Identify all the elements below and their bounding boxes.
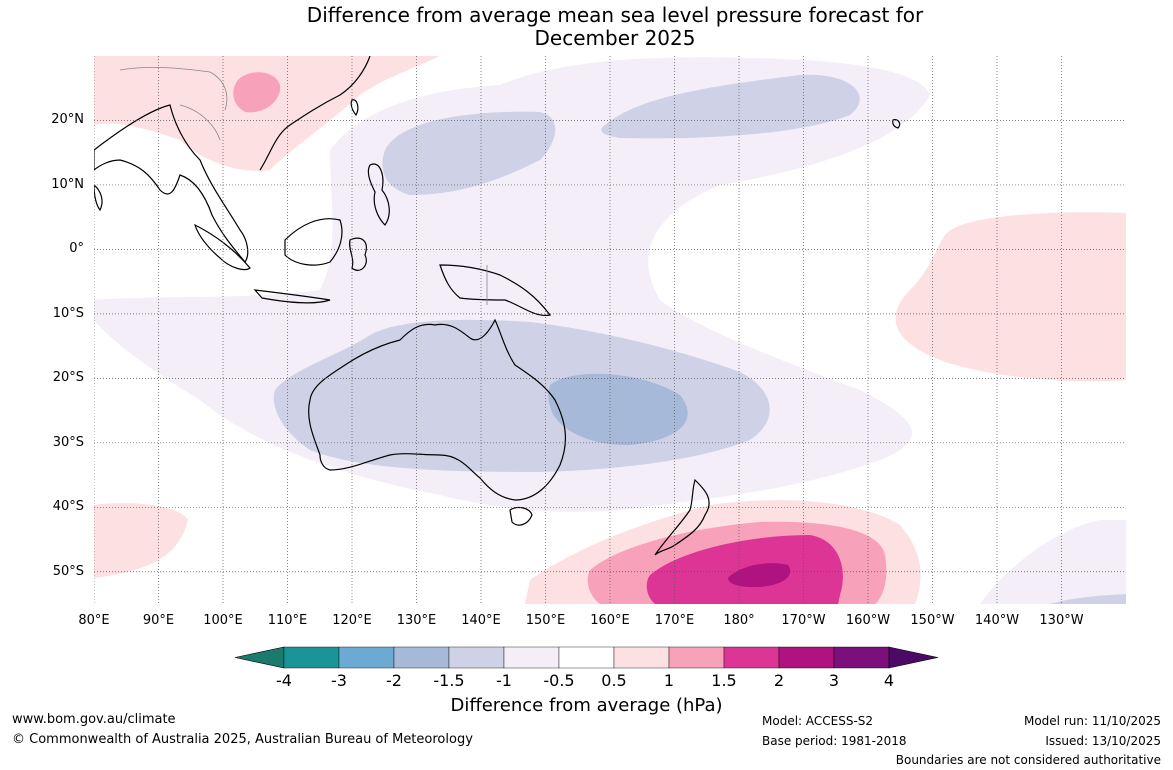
borneo-coast (284, 218, 343, 266)
sulawesi-coast (349, 237, 367, 271)
title-line-1: Difference from average mean sea level p… (306, 3, 924, 27)
lat-label: 20°S (52, 370, 84, 386)
anomaly-region-pos-max (728, 563, 791, 588)
colorbar-tick-label: 1 (663, 671, 675, 690)
asia-mainland-coast (94, 56, 371, 263)
footer-copyright: © Commonwealth of Australia 2025, Austra… (12, 732, 473, 747)
lon-label: 180° (723, 613, 755, 628)
colorbar-tick-label: -4 (276, 671, 292, 690)
anomaly-region-neg-light-se (980, 520, 1126, 604)
lon-label: 130°E (396, 613, 437, 628)
title-line-2: December 2025 (534, 26, 696, 50)
colorbar-tick-label: -1.5 (433, 671, 465, 690)
lon-label: 100°E (203, 613, 243, 628)
lat-label: 40°S (52, 499, 84, 515)
colorbar-label: Difference from average (hPa) (450, 695, 723, 716)
footer-issued: Issued: 13/10/2025 (1045, 734, 1161, 748)
lat-label: 30°S (52, 434, 84, 450)
coastlines (94, 56, 901, 556)
graticule (94, 56, 1126, 604)
map-plot-area (94, 56, 1126, 604)
footer-disclaimer: Boundaries are not considered authoritat… (895, 753, 1161, 767)
footer-model-run: Model run: 11/10/2025 (1023, 714, 1161, 728)
anomaly-region-neg-mid-north (382, 111, 556, 195)
lat-label: 0° (69, 241, 84, 257)
anomaly-region-pos-light-west (94, 503, 188, 578)
lon-label: 160°W (845, 613, 891, 628)
map-title: Difference from average mean sea level p… (0, 4, 1173, 50)
colorbar-tick-label: 2 (773, 671, 785, 690)
sumatra-coast (194, 223, 251, 271)
footer-base-period: Base period: 1981-2018 (762, 734, 907, 748)
anomaly-region-neg-strong (548, 373, 688, 446)
anomaly-region-pos-light-east (895, 212, 1126, 382)
colorbar-tick-label: -0.5 (543, 671, 575, 690)
colorbar-tick-label: 4 (883, 671, 895, 690)
australia-coast (308, 318, 566, 501)
lon-label: 160°E (590, 613, 630, 628)
colorbar-tick-label: -2 (386, 671, 402, 690)
java-coast (253, 289, 331, 304)
forecast-map (94, 56, 1126, 604)
lon-label: 170°W (781, 613, 826, 628)
colorbar-tick-label: -1 (496, 671, 512, 690)
lon-label: 110°E (267, 613, 308, 628)
lon-label: 120°E (332, 613, 372, 628)
country-borders (119, 66, 488, 305)
footer-model: Model: ACCESS-S2 (762, 714, 874, 728)
hawaii-coast (892, 119, 901, 129)
colorbar-tick-label: 0.5 (601, 671, 627, 690)
tasmania-coast (509, 506, 533, 526)
colorbar-tick-label: 1.5 (711, 671, 737, 690)
anomaly-region-neg-mid-northeast (601, 74, 860, 139)
anomaly-region-pos-light-asia (94, 56, 440, 171)
footer-url: www.bom.gov.au/climate (12, 712, 176, 727)
lon-label: 170°E (654, 613, 695, 628)
lat-label: 50°S (52, 563, 84, 579)
lat-label: 10°S (52, 305, 84, 321)
colorbar-tick-label: 3 (828, 671, 840, 690)
new-guinea-coast (439, 264, 552, 317)
sri-lanka-coast (94, 184, 103, 212)
colorbar-tick-label: -3 (331, 671, 347, 690)
lon-label: 130°W (1039, 613, 1084, 628)
new-zealand-coast (654, 478, 710, 556)
anomaly-region-neg-mid-se (1050, 594, 1126, 604)
lon-label: 140°W (974, 613, 1020, 628)
anomaly-shading (94, 56, 1126, 604)
lon-label: 140°E (461, 613, 501, 628)
lon-label: 150°E (525, 613, 566, 628)
lat-label: 10°N (51, 176, 84, 192)
lat-label: 20°N (51, 112, 84, 128)
anomaly-region-pos-asia-mid (233, 72, 281, 113)
lon-label: 150°W (910, 613, 955, 628)
taiwan-coast (350, 99, 359, 117)
philippines-coast (367, 163, 390, 226)
lon-label: 90°E (142, 613, 175, 628)
lon-label: 80°E (78, 613, 110, 628)
